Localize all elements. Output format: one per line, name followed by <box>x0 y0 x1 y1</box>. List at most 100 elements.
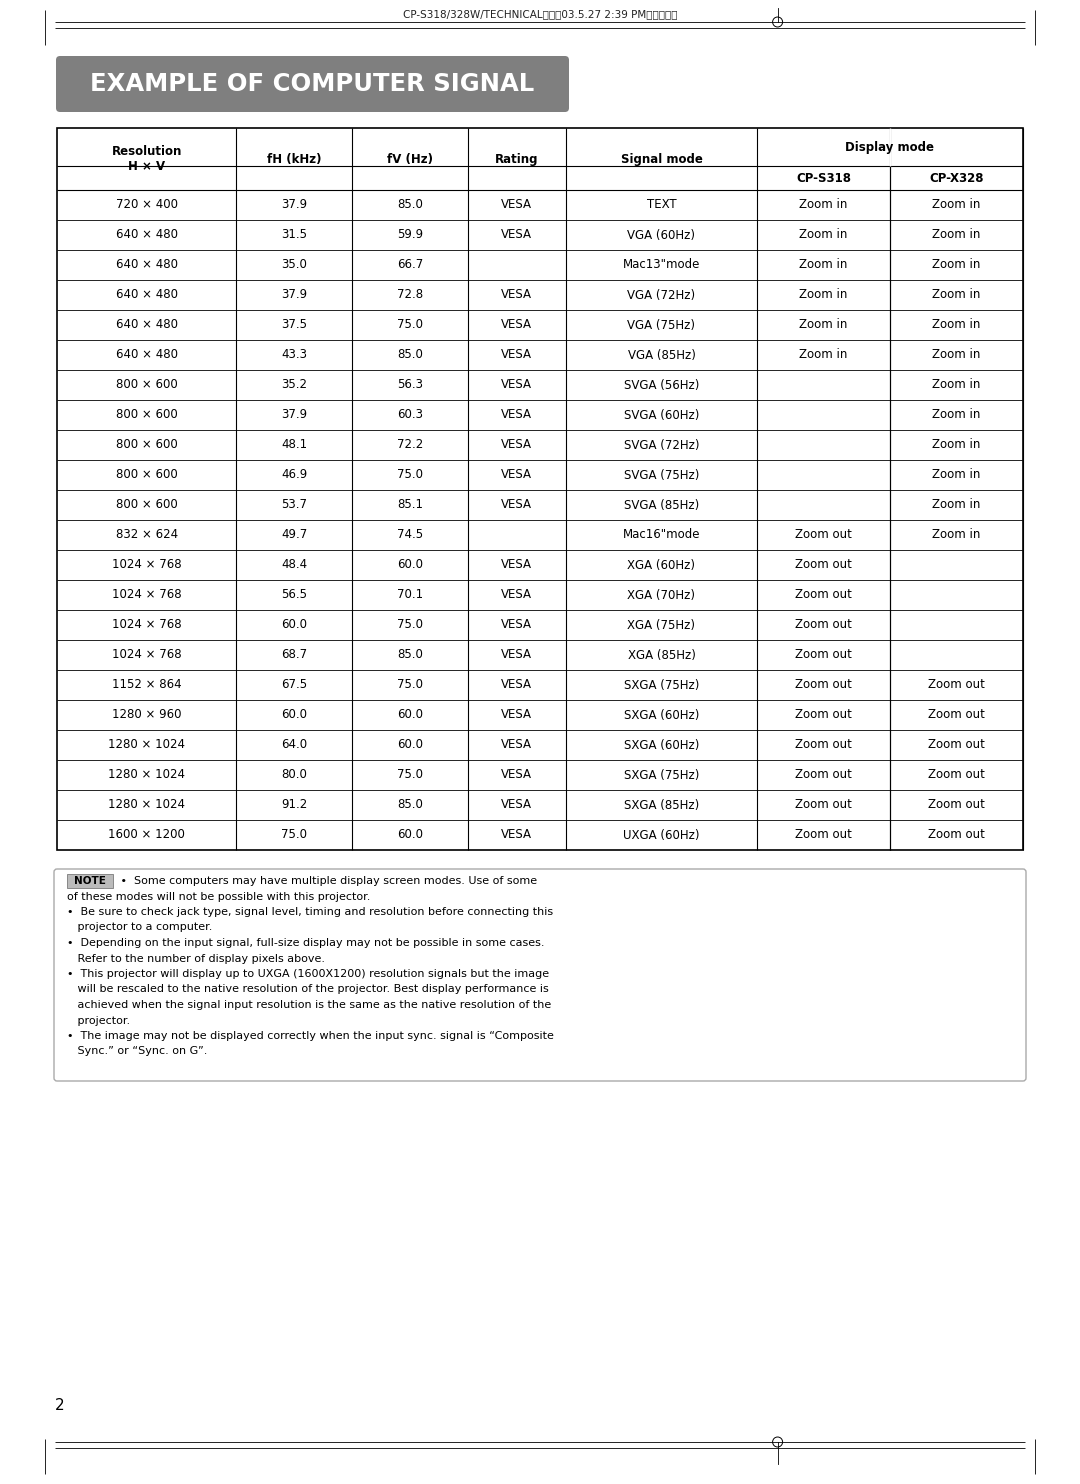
Text: VESA: VESA <box>501 649 532 662</box>
Text: Rating: Rating <box>495 153 539 166</box>
Text: achieved when the signal input resolution is the same as the native resolution o: achieved when the signal input resolutio… <box>67 1000 551 1011</box>
Text: 75.0: 75.0 <box>396 678 423 692</box>
Text: VESA: VESA <box>501 678 532 692</box>
Text: 35.0: 35.0 <box>281 258 307 272</box>
Text: 1280 × 1024: 1280 × 1024 <box>108 739 185 751</box>
Text: 1280 × 960: 1280 × 960 <box>112 708 181 721</box>
Text: Signal mode: Signal mode <box>621 153 702 166</box>
Text: VESA: VESA <box>501 558 532 571</box>
Text: 56.3: 56.3 <box>396 378 423 392</box>
Text: 60.0: 60.0 <box>396 828 423 841</box>
Text: VESA: VESA <box>501 349 532 362</box>
Text: 1024 × 768: 1024 × 768 <box>112 558 181 571</box>
Text: 640 × 480: 640 × 480 <box>116 258 177 272</box>
Text: VESA: VESA <box>501 319 532 331</box>
Text: 48.1: 48.1 <box>281 438 307 451</box>
Text: VESA: VESA <box>501 288 532 301</box>
Text: VGA (85Hz): VGA (85Hz) <box>627 349 696 362</box>
Text: Zoom out: Zoom out <box>928 828 985 841</box>
Text: VESA: VESA <box>501 589 532 601</box>
Text: Zoom out: Zoom out <box>928 798 985 812</box>
Text: 53.7: 53.7 <box>281 499 307 512</box>
Text: VESA: VESA <box>501 408 532 421</box>
Text: Zoom out: Zoom out <box>928 739 985 751</box>
Text: Mac16"mode: Mac16"mode <box>623 528 700 542</box>
Text: VESA: VESA <box>501 798 532 812</box>
Text: 640 × 480: 640 × 480 <box>116 349 177 362</box>
Text: VESA: VESA <box>501 769 532 782</box>
Text: VESA: VESA <box>501 438 532 451</box>
Text: 1600 × 1200: 1600 × 1200 <box>108 828 185 841</box>
Text: Zoom out: Zoom out <box>795 558 852 571</box>
Text: 832 × 624: 832 × 624 <box>116 528 178 542</box>
Text: 60.3: 60.3 <box>396 408 423 421</box>
Text: 72.2: 72.2 <box>396 438 423 451</box>
Text: 800 × 600: 800 × 600 <box>116 469 177 481</box>
Text: VESA: VESA <box>501 739 532 751</box>
Text: •  Some computers may have multiple display screen modes. Use of some: • Some computers may have multiple displ… <box>117 876 537 886</box>
FancyBboxPatch shape <box>54 870 1026 1080</box>
Text: Zoom out: Zoom out <box>795 619 852 632</box>
Text: CP-S318: CP-S318 <box>796 172 851 184</box>
Text: TEXT: TEXT <box>647 199 676 212</box>
Text: 60.0: 60.0 <box>281 708 307 721</box>
Text: 49.7: 49.7 <box>281 528 308 542</box>
Text: Resolution
H × V: Resolution H × V <box>111 145 181 174</box>
Text: 75.0: 75.0 <box>396 469 423 481</box>
Text: XGA (85Hz): XGA (85Hz) <box>627 649 696 662</box>
Text: SVGA (85Hz): SVGA (85Hz) <box>624 499 699 512</box>
Text: Zoom out: Zoom out <box>795 769 852 782</box>
Text: projector to a computer.: projector to a computer. <box>67 923 213 932</box>
Text: Zoom in: Zoom in <box>932 229 981 242</box>
Text: 60.0: 60.0 <box>281 619 307 632</box>
Text: VESA: VESA <box>501 229 532 242</box>
Text: 48.4: 48.4 <box>281 558 307 571</box>
Text: 60.0: 60.0 <box>396 558 423 571</box>
Text: Zoom out: Zoom out <box>928 678 985 692</box>
Text: Zoom in: Zoom in <box>799 229 848 242</box>
Text: VESA: VESA <box>501 619 532 632</box>
Text: fH (kHz): fH (kHz) <box>267 153 322 166</box>
Text: SVGA (75Hz): SVGA (75Hz) <box>624 469 699 481</box>
Text: SXGA (60Hz): SXGA (60Hz) <box>624 708 699 721</box>
Text: VESA: VESA <box>501 469 532 481</box>
Text: 67.5: 67.5 <box>281 678 307 692</box>
Text: •  Depending on the input signal, full-size display may not be possible in some : • Depending on the input signal, full-si… <box>67 938 544 948</box>
Text: Zoom in: Zoom in <box>932 349 981 362</box>
Text: Zoom in: Zoom in <box>932 499 981 512</box>
Text: 75.0: 75.0 <box>396 319 423 331</box>
Text: 1152 × 864: 1152 × 864 <box>112 678 181 692</box>
Text: Zoom out: Zoom out <box>795 708 852 721</box>
Text: 56.5: 56.5 <box>281 589 307 601</box>
Text: 72.8: 72.8 <box>396 288 423 301</box>
Text: UXGA (60Hz): UXGA (60Hz) <box>623 828 700 841</box>
Text: NOTE: NOTE <box>75 876 106 886</box>
Text: VGA (75Hz): VGA (75Hz) <box>627 319 696 331</box>
Text: 75.0: 75.0 <box>281 828 307 841</box>
Text: Zoom out: Zoom out <box>795 798 852 812</box>
Text: will be rescaled to the native resolution of the projector. Best display perform: will be rescaled to the native resolutio… <box>67 984 549 994</box>
Text: 75.0: 75.0 <box>396 769 423 782</box>
Text: 1024 × 768: 1024 × 768 <box>112 619 181 632</box>
Text: 85.0: 85.0 <box>397 349 422 362</box>
Text: •  This projector will display up to UXGA (1600X1200) resolution signals but the: • This projector will display up to UXGA… <box>67 969 549 979</box>
Text: Zoom out: Zoom out <box>795 828 852 841</box>
Text: SXGA (60Hz): SXGA (60Hz) <box>624 739 699 751</box>
Text: SVGA (56Hz): SVGA (56Hz) <box>624 378 699 392</box>
Text: 66.7: 66.7 <box>396 258 423 272</box>
Text: 800 × 600: 800 × 600 <box>116 378 177 392</box>
Text: 37.5: 37.5 <box>281 319 307 331</box>
Text: 85.0: 85.0 <box>397 649 422 662</box>
Text: 85.0: 85.0 <box>397 798 422 812</box>
Text: 800 × 600: 800 × 600 <box>116 438 177 451</box>
Text: Zoom in: Zoom in <box>932 408 981 421</box>
Text: XGA (75Hz): XGA (75Hz) <box>627 619 696 632</box>
Text: Zoom in: Zoom in <box>932 258 981 272</box>
Text: Refer to the number of display pixels above.: Refer to the number of display pixels ab… <box>67 954 325 963</box>
Text: SVGA (60Hz): SVGA (60Hz) <box>624 408 699 421</box>
Text: 1024 × 768: 1024 × 768 <box>112 649 181 662</box>
Text: 640 × 480: 640 × 480 <box>116 288 177 301</box>
Text: Zoom out: Zoom out <box>795 528 852 542</box>
Text: 91.2: 91.2 <box>281 798 308 812</box>
Text: VESA: VESA <box>501 828 532 841</box>
